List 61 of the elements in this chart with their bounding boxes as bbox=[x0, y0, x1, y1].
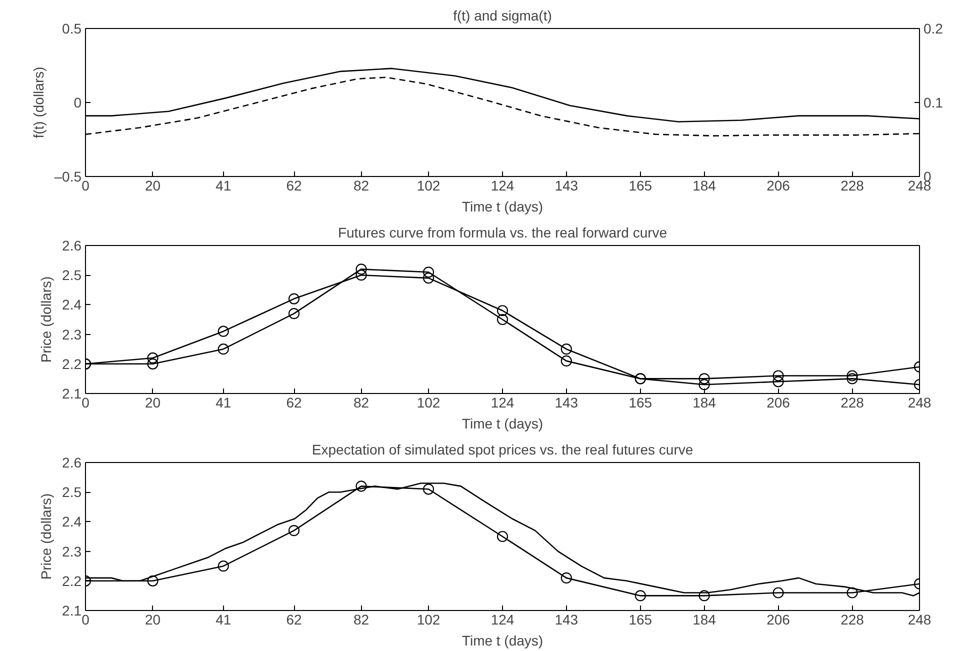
y-tick-label: 2.2 bbox=[62, 356, 82, 372]
x-tick-label: 206 bbox=[766, 394, 790, 410]
x-tick-label: 143 bbox=[554, 178, 578, 194]
chart-title: f(t) and sigma(t) bbox=[453, 8, 552, 24]
x-tick-label: 82 bbox=[353, 178, 370, 194]
y-axis-title: Price (dollars) bbox=[38, 493, 54, 580]
chart-title: Expectation of simulated spot prices vs. the real futures curve bbox=[312, 442, 694, 458]
y-tick-label: 0.5 bbox=[62, 20, 82, 36]
x-tick-label: 62 bbox=[286, 394, 302, 410]
y-tick-label: –0.5 bbox=[54, 168, 82, 184]
x-axis-title: Time t (days) bbox=[462, 632, 544, 648]
y-axis-title: Price (dollars) bbox=[38, 276, 54, 363]
x-tick-label: 228 bbox=[840, 612, 864, 628]
y-tick-label: 2.6 bbox=[62, 454, 82, 470]
x-tick-label: 20 bbox=[144, 178, 161, 194]
x-tick-label: 62 bbox=[286, 612, 302, 628]
x-tick-label: 248 bbox=[908, 612, 932, 628]
x-tick-label: 184 bbox=[692, 178, 716, 194]
x-tick-label: 20 bbox=[144, 612, 161, 628]
y-tick-label: 2.3 bbox=[62, 326, 82, 342]
x-tick-label: 228 bbox=[840, 394, 864, 410]
x-tick-label: 143 bbox=[554, 394, 578, 410]
y-tick-label: 2.5 bbox=[62, 484, 82, 500]
y-tick-label: 2.2 bbox=[62, 572, 82, 589]
x-tick-label: 41 bbox=[216, 612, 232, 628]
x-axis-title: Time t (days) bbox=[462, 198, 544, 214]
x-tick-label: 82 bbox=[353, 394, 370, 410]
x-tick-label: 102 bbox=[416, 612, 440, 628]
x-tick-label: 124 bbox=[490, 612, 514, 628]
x-axis-title: Time t (days) bbox=[462, 416, 544, 432]
x-tick-label: 124 bbox=[490, 178, 514, 194]
x-tick-label: 82 bbox=[353, 612, 370, 628]
y-tick-label: 2.1 bbox=[62, 602, 82, 618]
y-tick-label: 2.4 bbox=[62, 296, 82, 313]
y-axis-title: f(t) (dollars) bbox=[30, 66, 46, 138]
x-tick-label: 102 bbox=[416, 178, 440, 194]
x-tick-label: 248 bbox=[908, 394, 932, 410]
chart-title: Futures curve from formula vs. the real forward curve bbox=[338, 224, 668, 240]
x-tick-label: 165 bbox=[628, 178, 652, 194]
x-tick-label: 62 bbox=[286, 178, 302, 194]
x-tick-label: 228 bbox=[840, 178, 864, 194]
y2-tick-label: 0.1 bbox=[924, 94, 944, 110]
y-tick-label: 0 bbox=[74, 94, 82, 110]
x-tick-label: 206 bbox=[766, 612, 790, 628]
x-tick-label: 143 bbox=[554, 612, 578, 628]
x-tick-label: 20 bbox=[144, 394, 161, 410]
x-tick-label: 165 bbox=[628, 394, 652, 410]
y-tick-label: 2.4 bbox=[62, 514, 82, 530]
x-tick-label: 124 bbox=[490, 394, 514, 410]
y-tick-label: 2.6 bbox=[62, 238, 82, 254]
y-tick-label: 2.3 bbox=[62, 543, 82, 560]
x-tick-label: 184 bbox=[692, 394, 716, 410]
y-tick-label: 2.1 bbox=[62, 386, 82, 402]
y-tick-label: 2.5 bbox=[62, 267, 82, 284]
y2-tick-label: 0.2 bbox=[924, 20, 944, 36]
x-tick-label: 165 bbox=[628, 612, 652, 628]
x-tick-label: 184 bbox=[692, 612, 716, 628]
x-tick-label: 206 bbox=[766, 178, 790, 194]
x-tick-label: 102 bbox=[416, 394, 440, 410]
x-tick-label: 41 bbox=[216, 394, 232, 410]
x-tick-label: 41 bbox=[216, 178, 232, 194]
